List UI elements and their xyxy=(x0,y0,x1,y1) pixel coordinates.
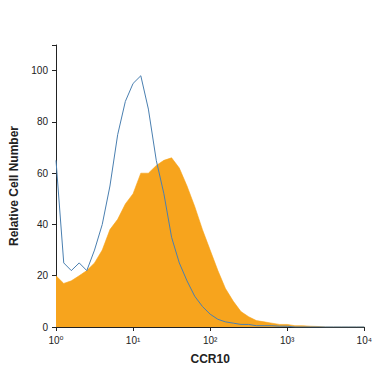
svg-text:60: 60 xyxy=(37,168,49,179)
svg-text:100: 100 xyxy=(31,65,48,76)
svg-text:10⁰: 10⁰ xyxy=(48,335,63,346)
svg-text:0: 0 xyxy=(42,322,48,333)
svg-text:10⁴: 10⁴ xyxy=(357,335,372,346)
svg-text:10³: 10³ xyxy=(280,335,295,346)
svg-text:20: 20 xyxy=(37,270,49,281)
svg-text:Relative Cell Number: Relative Cell Number xyxy=(7,126,21,246)
svg-text:10¹: 10¹ xyxy=(126,335,141,346)
svg-text:CCR10: CCR10 xyxy=(190,352,230,366)
svg-text:10²: 10² xyxy=(203,335,218,346)
svg-text:80: 80 xyxy=(37,116,49,127)
svg-text:40: 40 xyxy=(37,219,49,230)
